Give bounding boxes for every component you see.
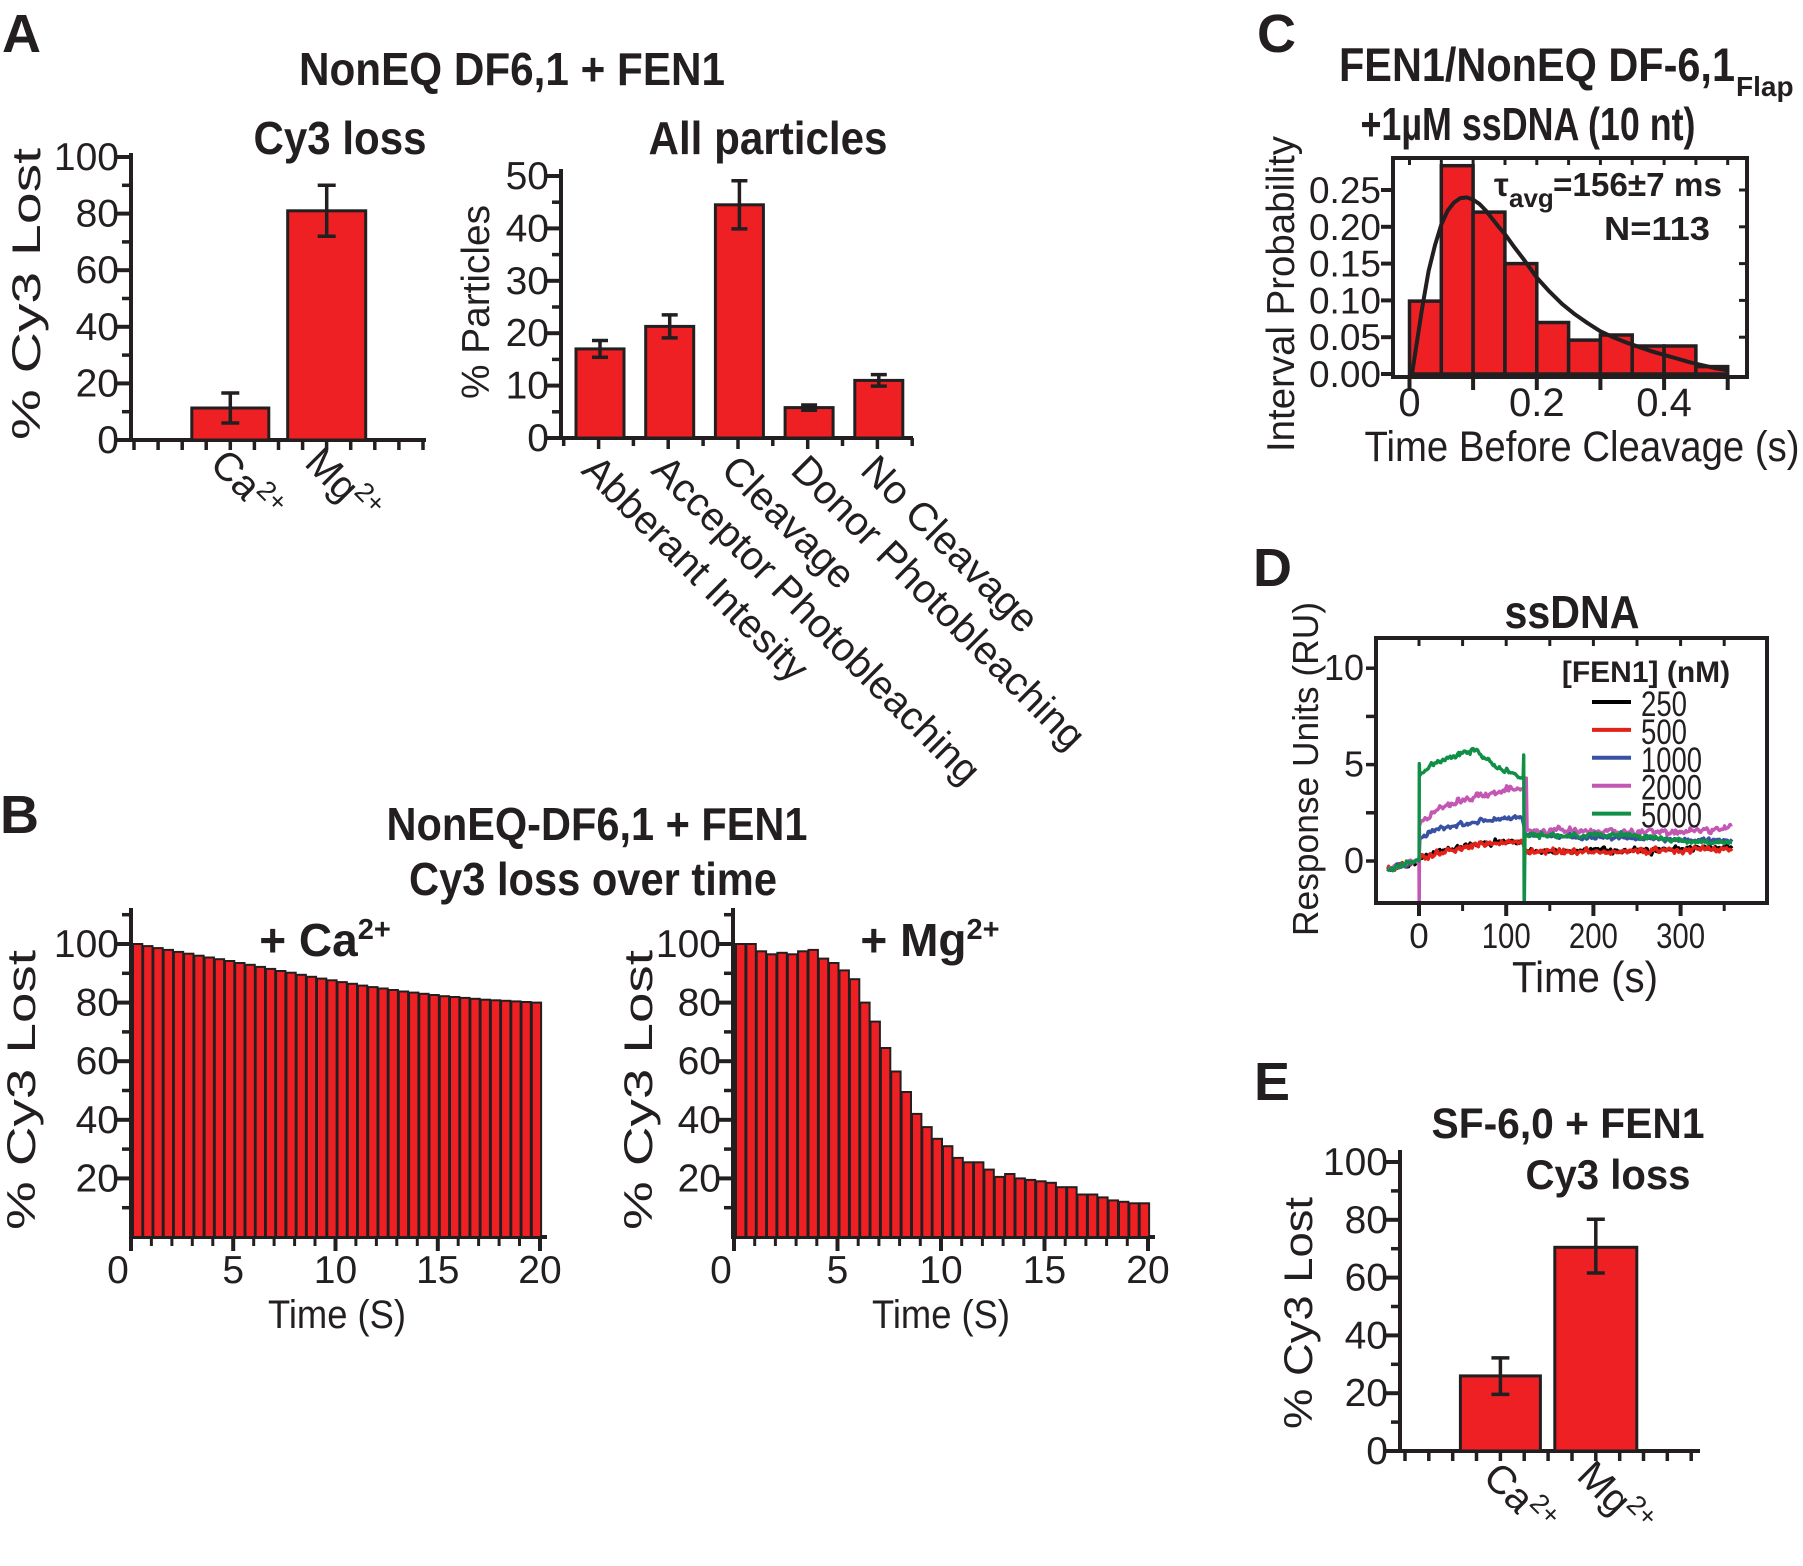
svg-text:80: 80 xyxy=(678,982,721,1025)
svg-text:5: 5 xyxy=(827,1249,849,1292)
svg-text:Cy3 loss: Cy3 loss xyxy=(254,112,427,164)
svg-text:% Cy3 Lost: % Cy3 Lost xyxy=(617,950,661,1230)
svg-text:60: 60 xyxy=(76,249,119,292)
svg-text:0: 0 xyxy=(97,419,119,462)
svg-text:60: 60 xyxy=(678,1040,721,1083)
svg-text:+1µM ssDNA (10 nt): +1µM ssDNA (10 nt) xyxy=(1361,98,1696,150)
svg-text:0.2: 0.2 xyxy=(1509,381,1565,425)
svg-text:100: 100 xyxy=(54,923,119,966)
svg-text:Response Units (RU): Response Units (RU) xyxy=(1285,602,1326,936)
svg-text:30: 30 xyxy=(506,260,549,303)
svg-text:Time (S): Time (S) xyxy=(872,1293,1010,1337)
svg-text:20: 20 xyxy=(1126,1249,1169,1292)
svg-text:15: 15 xyxy=(416,1249,459,1292)
svg-text:% Cy3 Lost: % Cy3 Lost xyxy=(5,148,49,440)
svg-text:SF-6,0 + FEN1: SF-6,0 + FEN1 xyxy=(1432,1100,1705,1148)
svg-text:Interval Probability: Interval Probability xyxy=(1260,136,1303,452)
svg-text:20: 20 xyxy=(76,1157,119,1200)
svg-text:10: 10 xyxy=(1324,647,1364,688)
svg-text:20: 20 xyxy=(678,1157,721,1200)
svg-text:0: 0 xyxy=(1409,917,1428,956)
svg-text:0: 0 xyxy=(527,417,549,460)
svg-text:60: 60 xyxy=(76,1040,119,1083)
svg-text:0: 0 xyxy=(710,1249,732,1292)
svg-text:100: 100 xyxy=(54,136,119,179)
svg-text:10: 10 xyxy=(314,1249,357,1292)
svg-text:Time (s): Time (s) xyxy=(1512,953,1658,1002)
svg-text:15: 15 xyxy=(1023,1249,1066,1292)
svg-text:0.25: 0.25 xyxy=(1309,170,1381,211)
svg-text:20: 20 xyxy=(76,362,119,405)
svg-text:0.05: 0.05 xyxy=(1309,317,1381,358)
svg-text:=156±7 ms: =156±7 ms xyxy=(1553,166,1722,203)
svg-text:Flap: Flap xyxy=(1736,71,1794,102)
svg-text:5: 5 xyxy=(1344,744,1364,785)
svg-text:20: 20 xyxy=(506,312,549,355)
svg-text:B: B xyxy=(0,785,39,845)
svg-text:Cy3 loss over time: Cy3 loss over time xyxy=(409,853,777,905)
svg-text:10: 10 xyxy=(919,1249,962,1292)
svg-text:avg: avg xyxy=(1509,183,1554,213)
svg-text:τ: τ xyxy=(1494,166,1509,203)
svg-text:0.20: 0.20 xyxy=(1309,207,1381,248)
svg-text:% Particles: % Particles xyxy=(455,205,498,399)
svg-text:250: 250 xyxy=(1641,685,1687,724)
svg-text:10: 10 xyxy=(506,365,549,408)
svg-text:0.10: 0.10 xyxy=(1309,280,1381,321)
svg-text:100: 100 xyxy=(1323,1141,1388,1184)
svg-text:100: 100 xyxy=(656,923,721,966)
svg-text:40: 40 xyxy=(1345,1314,1388,1357)
svg-text:1000: 1000 xyxy=(1641,741,1702,780)
svg-text:All particles: All particles xyxy=(649,112,888,164)
svg-text:Time (S): Time (S) xyxy=(268,1293,406,1337)
svg-text:D: D xyxy=(1253,538,1292,598)
svg-text:E: E xyxy=(1254,1052,1290,1112)
svg-text:0: 0 xyxy=(107,1249,129,1292)
svg-text:A: A xyxy=(2,4,41,64)
svg-text:80: 80 xyxy=(76,193,119,236)
svg-text:C: C xyxy=(1257,4,1296,64)
svg-text:2000: 2000 xyxy=(1641,769,1702,808)
svg-text:Cy3 loss: Cy3 loss xyxy=(1526,1151,1691,1198)
svg-text:N=113: N=113 xyxy=(1604,210,1710,247)
svg-text:50: 50 xyxy=(506,155,549,198)
svg-text:40: 40 xyxy=(76,1099,119,1142)
svg-text:ssDNA: ssDNA xyxy=(1505,586,1640,638)
svg-text:0.4: 0.4 xyxy=(1636,381,1692,425)
svg-text:40: 40 xyxy=(506,207,549,250)
svg-text:0: 0 xyxy=(1366,1430,1388,1473)
svg-text:% Cy3 Lost: % Cy3 Lost xyxy=(1277,1197,1321,1429)
svg-text:FEN1/NonEQ DF-6,1: FEN1/NonEQ DF-6,1 xyxy=(1339,38,1735,91)
svg-text:5: 5 xyxy=(222,1249,244,1292)
svg-text:Time Before Cleavage (s): Time Before Cleavage (s) xyxy=(1365,423,1800,471)
svg-text:% Cy3 Lost: % Cy3 Lost xyxy=(0,950,44,1230)
svg-text:0: 0 xyxy=(1398,381,1420,425)
svg-text:NonEQ DF6,1 + FEN1: NonEQ DF6,1 + FEN1 xyxy=(299,43,725,95)
svg-text:500: 500 xyxy=(1641,713,1687,752)
svg-text:40: 40 xyxy=(678,1099,721,1142)
svg-text:200: 200 xyxy=(1569,917,1618,956)
svg-text:0.00: 0.00 xyxy=(1309,354,1381,395)
svg-text:0.15: 0.15 xyxy=(1309,244,1381,285)
svg-text:0: 0 xyxy=(1344,840,1364,881)
svg-text:NonEQ-DF6,1 + FEN1: NonEQ-DF6,1 + FEN1 xyxy=(387,798,808,850)
svg-text:300: 300 xyxy=(1656,917,1705,956)
svg-text:60: 60 xyxy=(1345,1257,1388,1300)
svg-text:40: 40 xyxy=(76,306,119,349)
svg-text:80: 80 xyxy=(76,982,119,1025)
svg-text:80: 80 xyxy=(1345,1199,1388,1242)
svg-text:[FEN1] (nM): [FEN1] (nM) xyxy=(1562,656,1730,689)
svg-text:20: 20 xyxy=(518,1249,561,1292)
svg-text:100: 100 xyxy=(1482,917,1531,956)
svg-text:20: 20 xyxy=(1345,1372,1388,1415)
